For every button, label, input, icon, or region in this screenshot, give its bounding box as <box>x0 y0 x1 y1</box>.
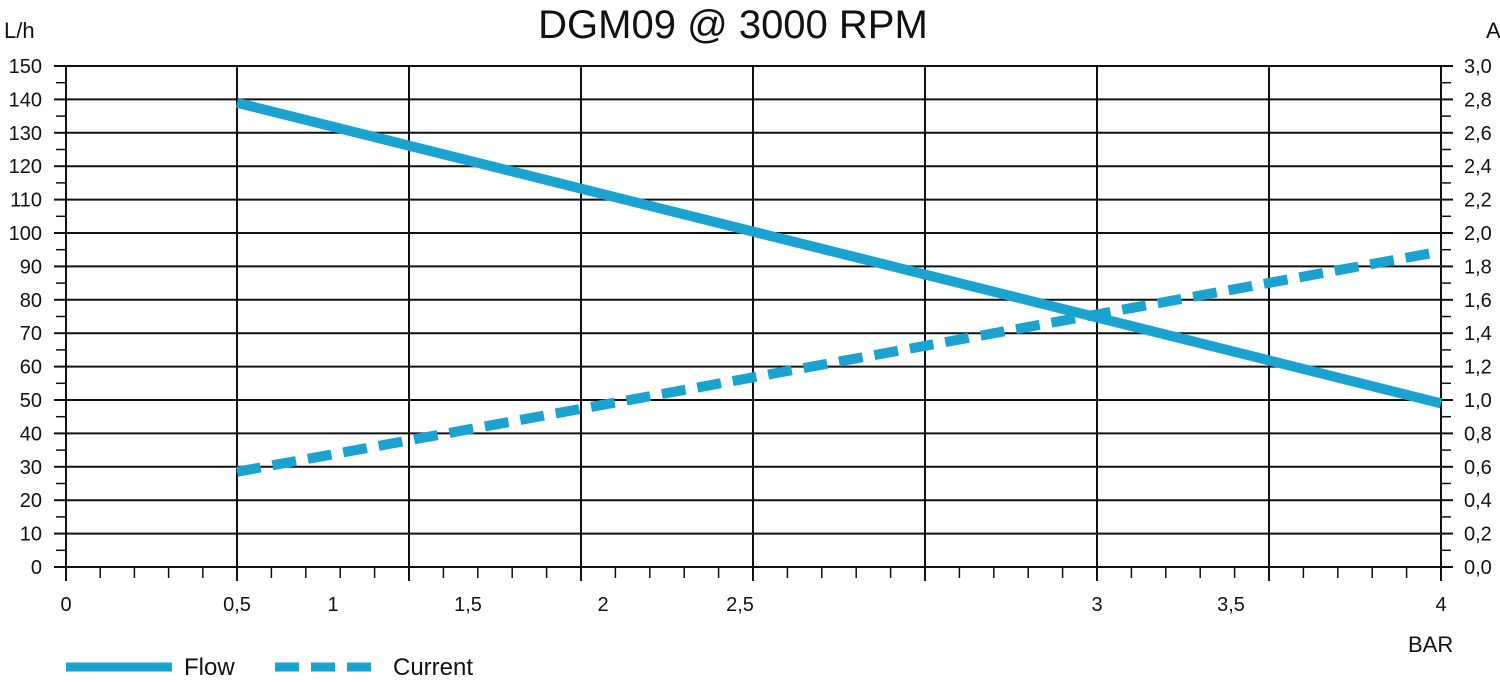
y-left-tick-label: 150 <box>9 56 42 78</box>
y-left-tick-label: 120 <box>9 156 42 178</box>
y-right-tick-label: 1,6 <box>1464 290 1492 312</box>
y-left-tick-label: 0 <box>31 557 42 579</box>
y-left-tick-label: 20 <box>20 490 42 512</box>
y-left-tick-label: 100 <box>9 223 42 245</box>
y-left-tick-label: 60 <box>20 357 42 379</box>
y-left-tick-label: 30 <box>20 457 42 479</box>
y-right-tick-label: 2,0 <box>1464 223 1492 245</box>
grid <box>65 65 1442 568</box>
x-tick-label: 1,5 <box>454 594 482 616</box>
y-right-tick-label: 1,8 <box>1464 256 1492 278</box>
x-tick-label: 2 <box>597 594 608 616</box>
y-left-tick-label: 90 <box>20 256 42 278</box>
y-left-tick-label: 130 <box>9 123 42 145</box>
y-right-tick-label: 2,2 <box>1464 190 1492 212</box>
y-right-tick-label: 0,2 <box>1464 524 1492 546</box>
y-left-tick-label: 70 <box>20 323 42 345</box>
y-right-tick-label: 0,0 <box>1464 557 1492 579</box>
x-tick-label: 3,5 <box>1217 594 1245 616</box>
series-line-flow <box>235 97 1443 409</box>
x-tick-label: 2,5 <box>726 594 754 616</box>
y-right-tick-label: 0,4 <box>1464 490 1492 512</box>
y-right-tick-label: 0,8 <box>1464 423 1492 445</box>
y-left-tick-label: 80 <box>20 290 42 312</box>
y-right-tick-label: 2,6 <box>1464 123 1492 145</box>
y-left-tick-label: 140 <box>9 89 42 111</box>
legend-label-current: Current <box>393 654 473 681</box>
y-right-tick-label: 1,2 <box>1464 357 1492 379</box>
x-tick-label: 3 <box>1091 594 1102 616</box>
y-right-tick-label: 2,8 <box>1464 89 1492 111</box>
y-right-tick-label: 2,4 <box>1464 156 1492 178</box>
x-tick-label: 0 <box>60 594 71 616</box>
x-axis-label: BAR <box>1408 632 1453 657</box>
y-right-axis-label: A <box>1486 18 1500 43</box>
y-right-tick-label: 3,0 <box>1464 56 1492 78</box>
x-tick-label: 4 <box>1435 594 1446 616</box>
y-left-tick-label: 40 <box>20 423 42 445</box>
y-left-tick-label: 110 <box>10 190 42 212</box>
series-line-current <box>236 246 1442 477</box>
x-tick-label: 1 <box>327 594 338 616</box>
y-right-tick-label: 1,0 <box>1464 390 1492 412</box>
y-left-axis-label: L/h <box>4 18 35 43</box>
series <box>235 97 1443 477</box>
x-tick-label: 0,5 <box>223 594 251 616</box>
chart-title: DGM09 @ 3000 RPM <box>538 3 928 47</box>
y-right-tick-label: 1,4 <box>1464 323 1492 345</box>
y-right-tick-label: 0,6 <box>1464 457 1492 479</box>
legend-label-flow: Flow <box>184 654 235 681</box>
y-left-tick-label: 10 <box>20 524 42 546</box>
legend: Flow Current <box>66 654 473 681</box>
y-left-tick-label: 50 <box>20 390 42 412</box>
axis-ticks: 01020304050607080901001101201301401500,0… <box>9 56 1492 616</box>
